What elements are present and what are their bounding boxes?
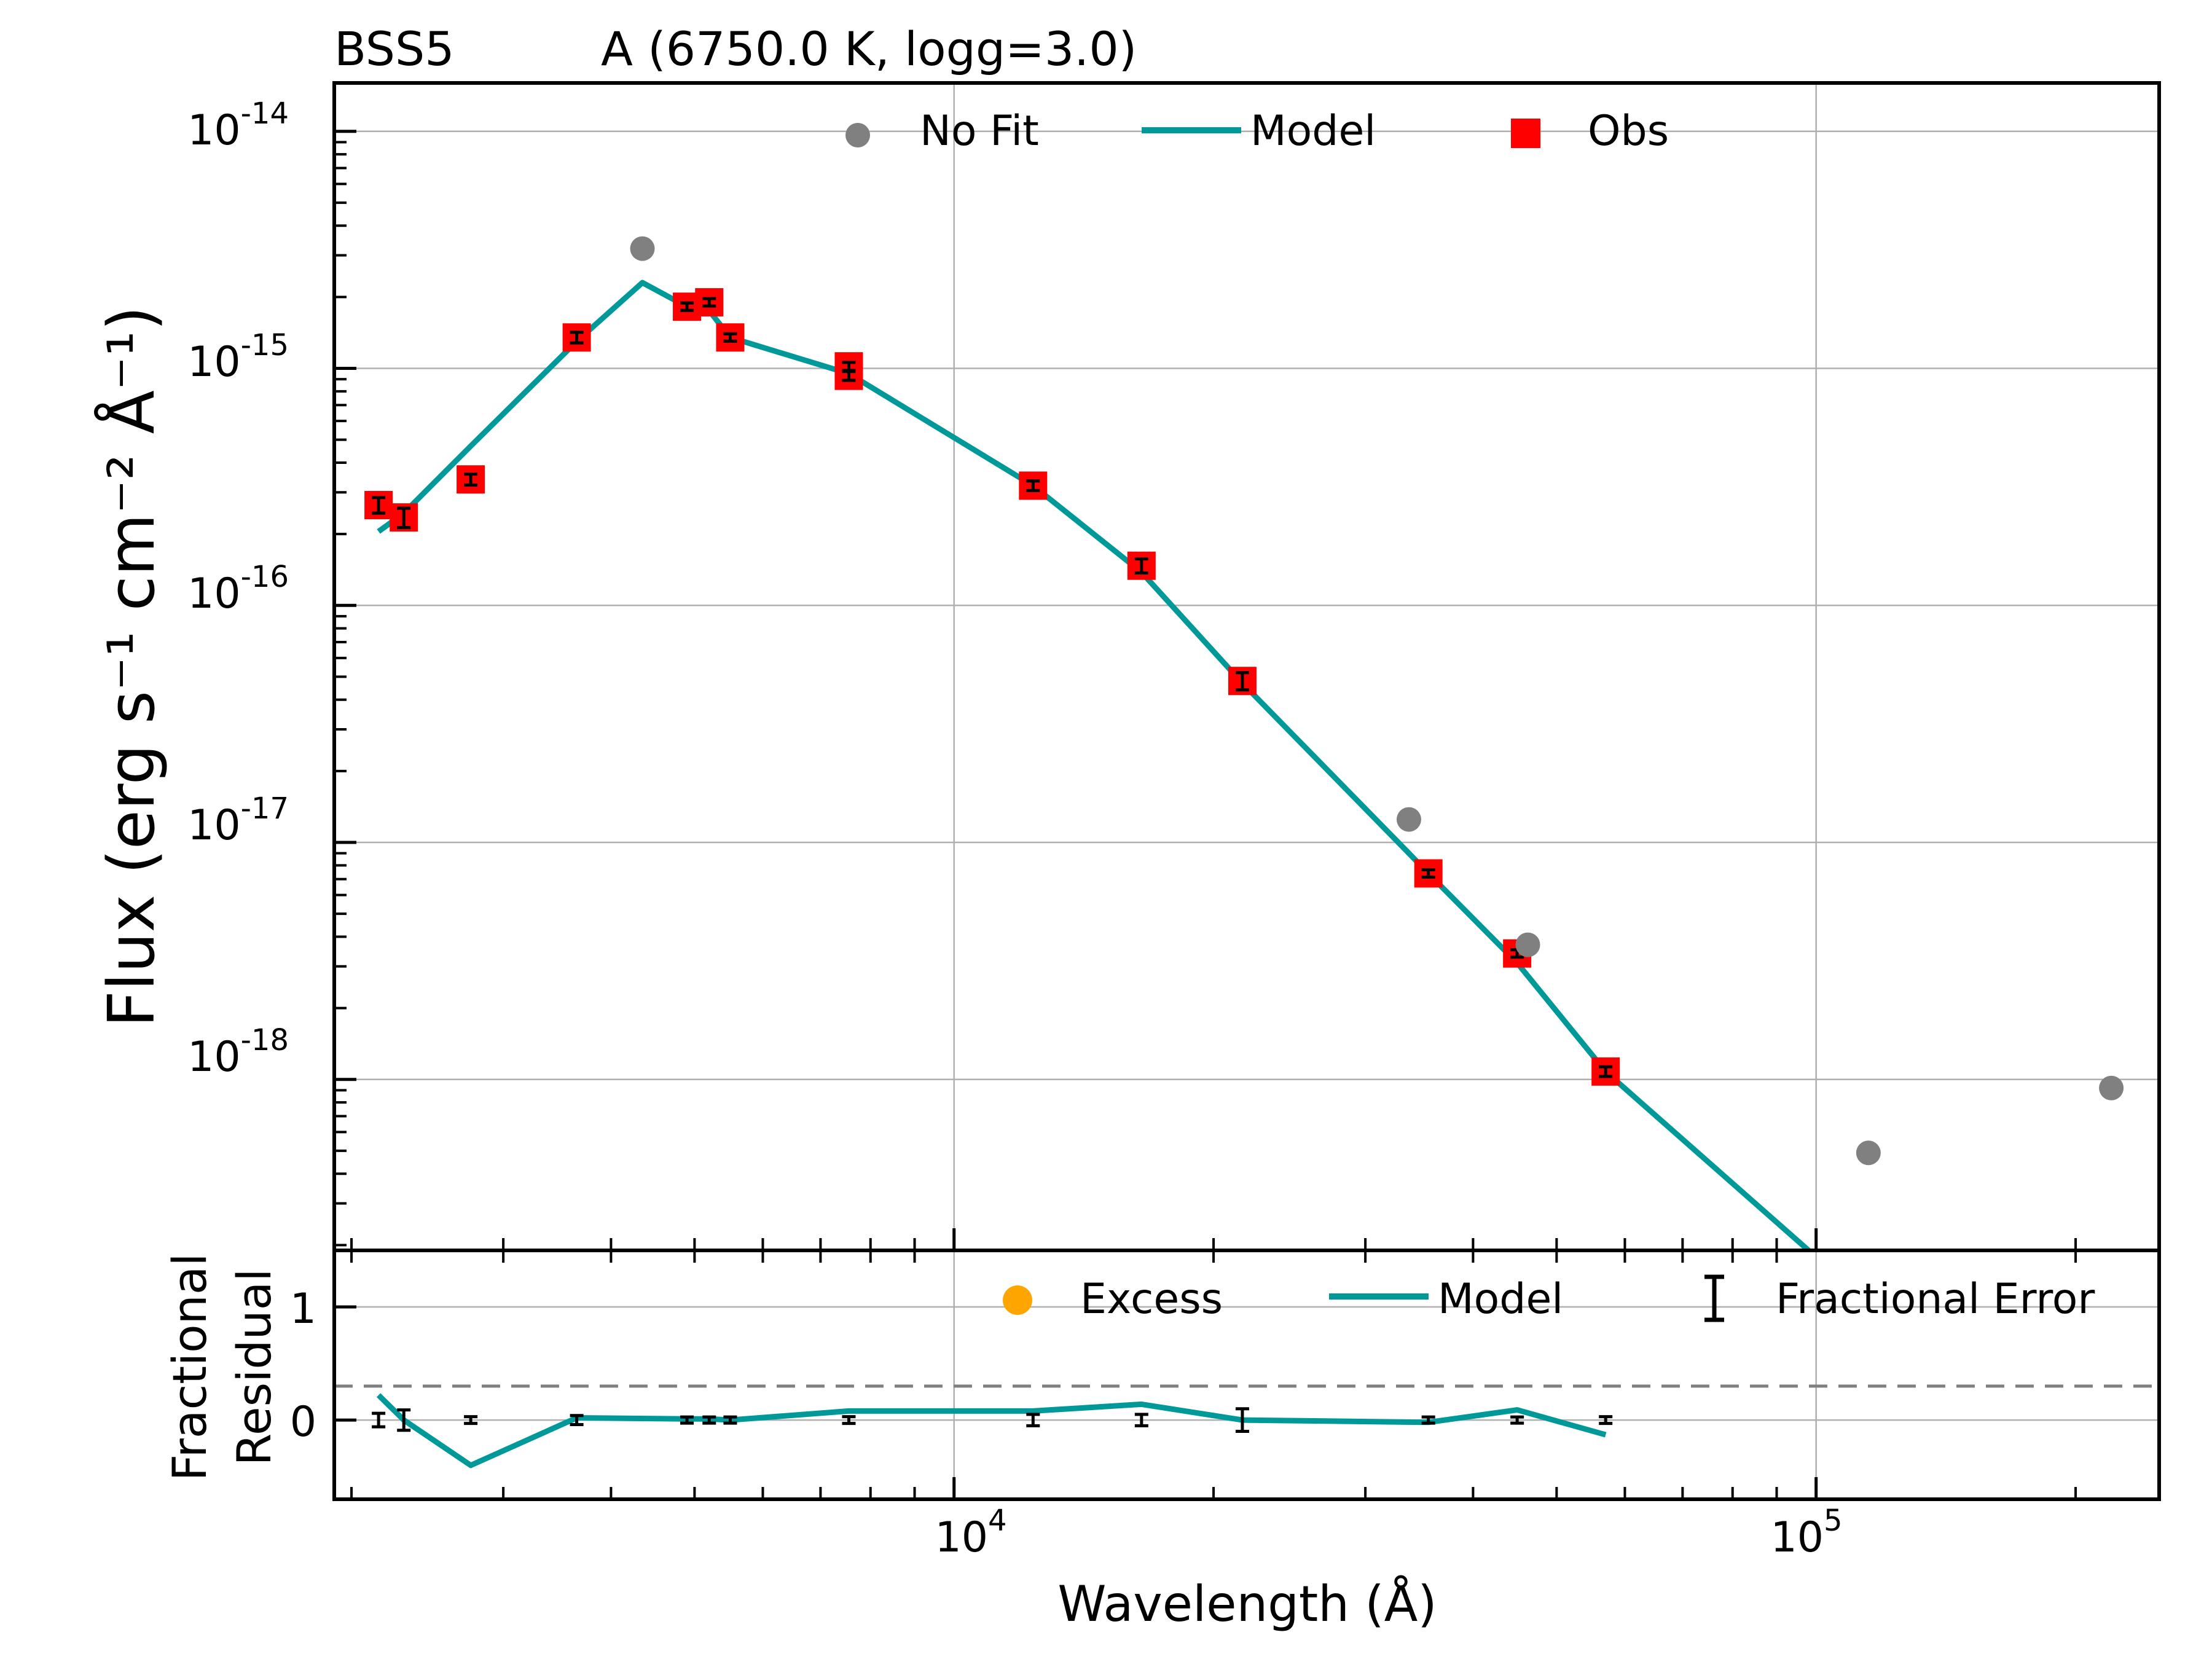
sed-ytick-labels: 10-14 10-15 10-16 10-17 10-18 bbox=[187, 96, 289, 1081]
residual-model-line bbox=[376, 1393, 1607, 1469]
legend-res-model-label: Model bbox=[1438, 1275, 1563, 1324]
xlabel: Wavelength (Å) bbox=[1057, 1575, 1437, 1633]
res-ytick-label: 0 bbox=[290, 1398, 316, 1446]
sed-legend: No Fit Model Obs bbox=[845, 107, 1669, 155]
legend-error-marker bbox=[1704, 1274, 1724, 1322]
legend-obs-label: Obs bbox=[1588, 107, 1669, 155]
xtick-label: 105 bbox=[1770, 1504, 1842, 1562]
nofit-point bbox=[1856, 1140, 1881, 1166]
residual-series bbox=[334, 1384, 2159, 1469]
ytick-label: 10-15 bbox=[187, 328, 289, 386]
residual-ylabel-line1: Fractional bbox=[162, 1253, 217, 1481]
legend-error-label: Fractional Error bbox=[1776, 1275, 2095, 1324]
legend-model-label: Model bbox=[1250, 107, 1376, 155]
legend-excess-label: Excess bbox=[1080, 1275, 1223, 1324]
xtick-label: 104 bbox=[935, 1504, 1006, 1562]
nofit-point bbox=[2099, 1075, 2124, 1100]
sed-ticks bbox=[334, 130, 2077, 1263]
legend-excess-marker bbox=[1003, 1285, 1032, 1315]
legend-nofit-marker bbox=[845, 123, 870, 147]
ytick-label: 10-18 bbox=[187, 1023, 289, 1081]
object-title: BSS5 bbox=[334, 22, 455, 76]
sed-series bbox=[364, 236, 2124, 1250]
legend-nofit-label: No Fit bbox=[920, 107, 1039, 155]
sed-ylabel: Flux (erg s⁻¹ cm⁻² Å⁻¹) bbox=[94, 306, 169, 1027]
fit-title: A (6750.0 K, logg=3.0) bbox=[601, 22, 1137, 76]
residual-axes-frame bbox=[332, 1249, 2161, 1501]
ytick-label: 10-16 bbox=[187, 560, 289, 618]
nofit-point bbox=[1396, 807, 1421, 832]
legend-obs-marker bbox=[1511, 119, 1540, 148]
nofit-point bbox=[630, 236, 655, 261]
model-line bbox=[377, 280, 1811, 1250]
sed-axes-frame bbox=[332, 81, 2161, 1252]
ytick-label: 10-17 bbox=[187, 791, 289, 850]
ytick-label: 10-14 bbox=[187, 96, 289, 155]
sed-grid bbox=[334, 83, 2159, 1250]
residual-ylabel-line2: Residual bbox=[227, 1269, 281, 1466]
res-ytick-label: 1 bbox=[290, 1285, 316, 1333]
nofit-point bbox=[1515, 932, 1540, 957]
residual-legend: Excess Model Fractional Error bbox=[1003, 1274, 2095, 1324]
residual-ticks bbox=[334, 1305, 2077, 1499]
